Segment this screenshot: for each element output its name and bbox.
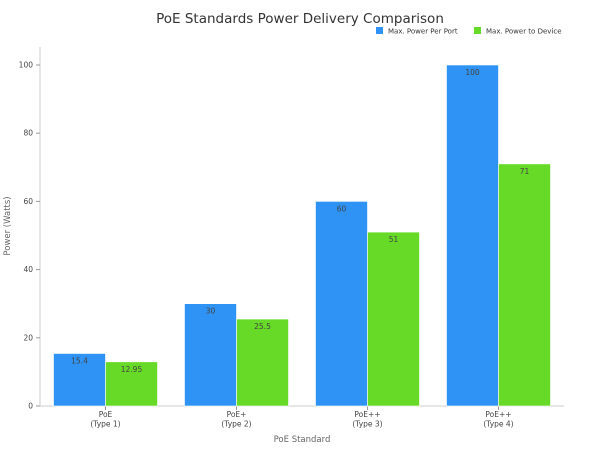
x-tick-label: PoE++ (Type 4) [483,410,513,429]
y-axis: 0 20 40 60 80 100 [19,47,41,411]
y-axis-label: Power (Watts) [3,196,13,255]
data-labels-group: 15.4 12.95 30 25.5 60 51 100 71 [71,68,529,374]
y-tick-label: 40 [23,265,33,274]
bar-power-to-device[interactable] [498,163,551,407]
bar-value-label: 100 [465,68,480,77]
x-tick-label: PoE (Type 1) [90,410,120,429]
category-labels-group: PoE (Type 1) PoE+ (Type 2) PoE++ (Type 3) PoE+… [90,410,513,429]
x-tick-label: PoE++ (Type 3) [352,410,382,429]
bars-group [53,64,551,407]
legend-label: Max. Power Per Port [388,28,458,36]
bar-value-label: 15.4 [71,356,88,365]
legend-label: Max. Power to Device [486,28,562,36]
bar-power-to-device[interactable] [236,318,289,407]
bar-value-label: 60 [337,204,347,213]
bar-power-per-port[interactable] [53,353,106,407]
bar-power-per-port[interactable] [184,303,237,407]
x-axis-label: PoE Standard [274,435,331,445]
bar-power-per-port[interactable] [315,201,368,407]
y-tick-label: 100 [19,61,34,70]
bar-value-label: 51 [389,235,399,244]
legend-swatch [376,27,383,34]
x-tick-label: PoE+ (Type 2) [221,410,251,429]
y-tick-label: 0 [28,402,33,411]
chart-title: PoE Standards Power Delivery Comparison [156,11,444,27]
bar-value-label: 25.5 [254,322,271,331]
legend-swatch [474,27,481,34]
y-tick-label: 60 [23,197,33,206]
bar-power-per-port[interactable] [446,64,499,407]
bar-value-label: 71 [520,167,530,176]
bar-power-to-device[interactable] [367,231,420,407]
legend: Max. Power Per Port Max. Power to Device [376,27,562,36]
bar-value-label: 30 [206,307,216,316]
y-tick-label: 80 [23,129,33,138]
bar-power-to-device[interactable] [105,361,158,407]
bar-value-label: 12.95 [121,365,143,374]
y-tick-label: 20 [23,333,33,342]
